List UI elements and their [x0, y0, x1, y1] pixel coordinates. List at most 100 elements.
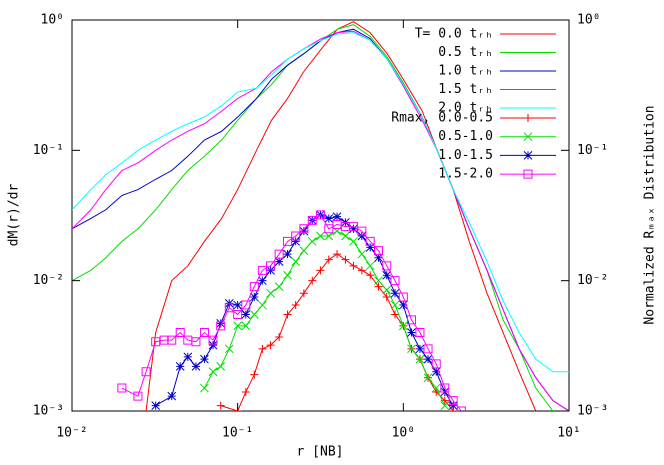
point-marker — [258, 344, 267, 353]
y-tick-label: 10⁰ — [41, 13, 64, 28]
point-marker — [151, 337, 161, 347]
point-marker — [274, 282, 284, 291]
point-marker — [374, 253, 383, 263]
point-marker — [523, 169, 533, 179]
y2-tick-label: 10⁻¹ — [577, 143, 608, 158]
point-marker — [266, 265, 275, 275]
y-axis-label: dM(r)/dr — [7, 184, 22, 247]
plot-frame — [71, 19, 570, 412]
y-tick-label: 10⁻³ — [33, 404, 64, 419]
point-marker — [291, 257, 301, 266]
point-marker — [224, 344, 234, 354]
point-marker — [324, 214, 334, 223]
point-marker — [324, 231, 334, 241]
point-marker — [299, 226, 309, 236]
point-marker — [382, 270, 392, 280]
point-marker — [349, 224, 358, 234]
point-marker — [398, 292, 408, 302]
point-marker — [398, 321, 408, 331]
point-marker — [257, 265, 267, 275]
point-marker — [117, 383, 127, 393]
point-marker — [523, 151, 533, 160]
point-marker — [283, 310, 292, 319]
point-marker — [373, 246, 383, 256]
legend-label: 1.5-2.0 — [438, 167, 493, 182]
series-line — [220, 253, 454, 411]
point-marker — [456, 406, 466, 411]
point-marker — [299, 224, 309, 234]
series-line — [203, 230, 446, 406]
point-marker — [315, 210, 325, 220]
point-marker — [357, 231, 367, 241]
point-marker — [341, 231, 350, 241]
point-marker — [316, 231, 325, 241]
point-marker — [398, 300, 408, 310]
point-marker — [299, 289, 308, 298]
point-marker — [233, 321, 243, 331]
point-marker — [299, 246, 309, 255]
point-marker — [208, 367, 218, 377]
point-marker — [332, 212, 342, 221]
point-marker — [415, 354, 425, 364]
point-marker — [448, 401, 458, 410]
x-tick-label: 10⁻¹ — [222, 426, 253, 441]
point-marker — [199, 328, 209, 338]
point-marker — [523, 132, 533, 142]
point-marker — [151, 401, 161, 410]
y2-tick-label: 10⁻² — [577, 273, 608, 288]
legend-label: 1.0 tᵣₕ — [438, 64, 493, 79]
point-marker — [249, 310, 259, 319]
legend-label: 0.5 tᵣₕ — [438, 45, 493, 60]
point-marker — [274, 249, 284, 259]
point-marker — [440, 401, 450, 410]
point-marker — [216, 319, 226, 328]
point-marker — [274, 257, 284, 266]
legend-label: 1.0-1.5 — [438, 148, 493, 163]
point-marker — [432, 387, 441, 396]
point-marker — [191, 337, 201, 347]
point-marker — [258, 300, 267, 310]
point-marker — [249, 282, 259, 292]
point-marker — [415, 344, 425, 354]
point-marker — [382, 292, 391, 301]
point-marker — [382, 285, 392, 295]
point-marker — [241, 300, 251, 310]
plot-area — [72, 21, 569, 411]
point-marker — [183, 352, 193, 362]
point-marker — [423, 373, 433, 383]
point-marker — [191, 362, 201, 371]
legend-label: 1.5 tᵣₕ — [438, 82, 493, 97]
x-tick-label: 10⁻² — [56, 426, 87, 441]
point-marker — [241, 321, 251, 331]
point-marker — [200, 354, 209, 364]
series-line — [72, 32, 569, 373]
point-marker — [374, 282, 383, 291]
point-marker — [316, 266, 325, 275]
point-marker — [283, 236, 293, 246]
point-marker — [390, 288, 400, 298]
point-marker — [407, 328, 416, 337]
point-marker — [167, 391, 177, 401]
point-marker — [133, 391, 143, 401]
point-marker — [266, 261, 276, 271]
point-marker — [374, 276, 383, 286]
y2-axis-label: Normalized Rₘₐₓ Distribution — [643, 105, 658, 324]
point-marker — [390, 276, 400, 286]
point-marker — [141, 367, 151, 377]
x-tick-label: 10¹ — [557, 426, 580, 441]
point-marker — [291, 301, 300, 310]
point-marker — [216, 321, 226, 331]
x-axis-label: r [NB] — [297, 445, 344, 460]
point-marker — [431, 367, 441, 377]
y2-tick-label: 10⁰ — [577, 13, 600, 28]
point-marker — [307, 215, 317, 225]
point-marker — [431, 359, 441, 369]
y-tick-label: 10⁻² — [33, 273, 64, 288]
legend-label: T= 0.0 tᵣₕ — [415, 27, 493, 42]
point-marker — [291, 237, 301, 246]
point-marker — [407, 344, 416, 354]
point-marker — [333, 250, 342, 259]
point-marker — [283, 249, 292, 259]
point-marker — [324, 255, 333, 264]
